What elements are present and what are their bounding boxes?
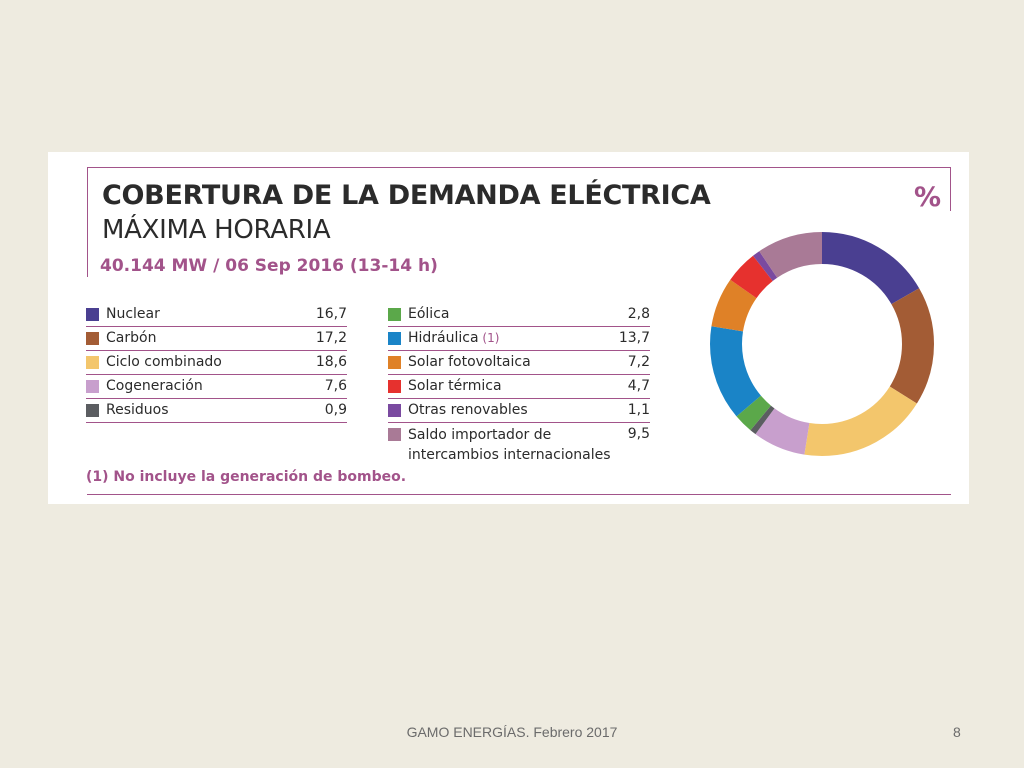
legend-value: 2,8	[627, 306, 650, 322]
frame-bottom-rule	[87, 494, 951, 495]
legend-value: 18,6	[315, 354, 347, 370]
frame-right-rule	[950, 167, 951, 211]
legend-label: Solar térmica	[408, 378, 502, 394]
legend-label: Hidráulica (1)	[408, 330, 500, 346]
legend-item: Solar fotovoltaica 7,2	[388, 351, 650, 375]
frame-left-rule	[87, 167, 88, 277]
legend-value: 9,5	[627, 426, 650, 442]
chart-headline: 40.144 MW / 06 Sep 2016 (13-14 h)	[100, 256, 438, 276]
chart-subtitle: MÁXIMA HORARIA	[102, 215, 331, 245]
slide-footer: GAMO ENERGÍAS. Febrero 2017	[406, 724, 618, 740]
legend-column-right: Eólica 2,8 Hidráulica (1) 13,7 Solar fotovol…	[388, 303, 650, 466]
legend-label: Saldo importador de intercambios interna…	[408, 427, 611, 463]
legend-value: 16,7	[315, 306, 347, 322]
legend-swatch	[388, 308, 401, 321]
donut-slice	[710, 232, 934, 456]
legend-swatch	[86, 332, 99, 345]
legend-label: Cogeneración	[106, 378, 203, 394]
legend-item: Cogeneración 7,6	[86, 375, 347, 399]
legend-value: 17,2	[315, 330, 347, 346]
legend-swatch	[86, 356, 99, 369]
legend-item: Carbón 17,2	[86, 327, 347, 351]
legend-value: 13,7	[618, 330, 650, 346]
legend-swatch	[86, 380, 99, 393]
legend-label: Solar fotovoltaica	[408, 354, 531, 370]
legend-label: Nuclear	[106, 306, 160, 322]
legend-label: Eólica	[408, 306, 450, 322]
legend-item: Saldo importador de intercambios interna…	[388, 423, 650, 466]
legend-value: 7,2	[627, 354, 650, 370]
legend-swatch	[388, 356, 401, 369]
legend-item: Eólica 2,8	[388, 303, 650, 327]
legend-swatch	[388, 428, 401, 441]
legend-swatch	[86, 308, 99, 321]
legend-swatch	[388, 380, 401, 393]
legend-value: 0,9	[324, 402, 347, 418]
legend-column-left: Nuclear 16,7 Carbón 17,2 Ciclo combinado 18,6…	[86, 303, 347, 423]
legend-value: 1,1	[627, 402, 650, 418]
legend-label: Otras renovables	[408, 402, 528, 418]
legend-swatch	[86, 404, 99, 417]
donut-chart	[710, 232, 934, 456]
legend-swatch	[388, 404, 401, 417]
legend-value: 4,7	[627, 378, 650, 394]
donut-slice	[710, 232, 934, 456]
legend-label: Residuos	[106, 402, 169, 418]
unit-label: %	[914, 182, 942, 213]
chart-footnote: (1) No incluye la generación de bombeo.	[86, 469, 407, 485]
chart-card: COBERTURA DE LA DEMANDA ELÉCTRICA MÁXIMA…	[48, 152, 969, 504]
donut-slice	[710, 232, 934, 456]
legend-item: Otras renovables 1,1	[388, 399, 650, 423]
legend-item: Nuclear 16,7	[86, 303, 347, 327]
legend-value: 7,6	[324, 378, 347, 394]
legend-label: Carbón	[106, 330, 157, 346]
legend-label: Ciclo combinado	[106, 354, 222, 370]
page-number: 8	[953, 724, 961, 740]
legend-swatch	[388, 332, 401, 345]
legend-item: Solar térmica 4,7	[388, 375, 650, 399]
legend-item: Hidráulica (1) 13,7	[388, 327, 650, 351]
legend-item: Residuos 0,9	[86, 399, 347, 423]
donut-slice	[710, 232, 934, 456]
chart-title: COBERTURA DE LA DEMANDA ELÉCTRICA	[102, 180, 711, 211]
frame-top-rule	[87, 167, 951, 168]
legend-note-marker: (1)	[478, 331, 500, 345]
legend-item: Ciclo combinado 18,6	[86, 351, 347, 375]
